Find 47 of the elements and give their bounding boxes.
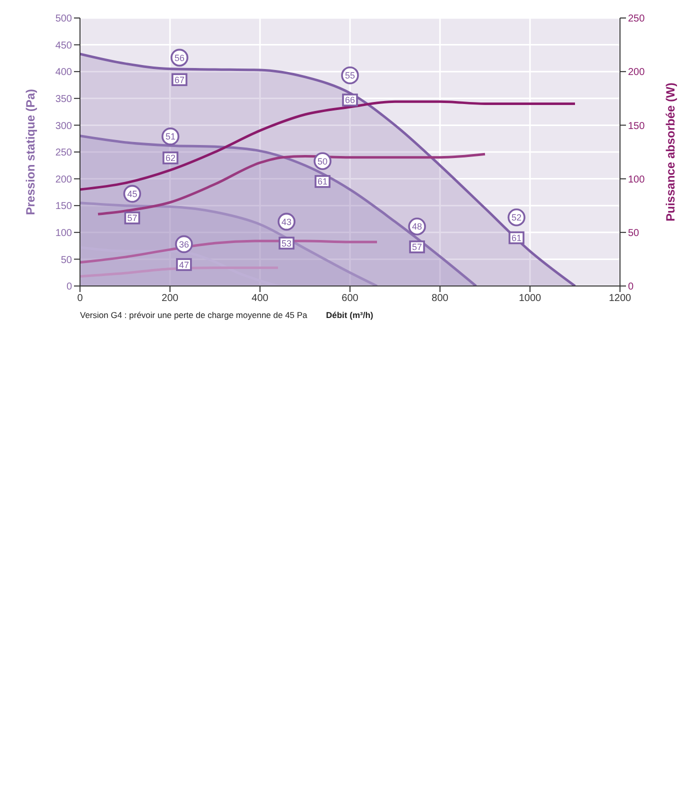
x-tick-label: 1200 (608, 293, 632, 304)
text: Version G4 : prévoir une perte de charge moyenne de 45 Pa (80, 310, 308, 320)
x-tick-label: 1000 (518, 293, 542, 304)
y-tick-label: 300 (55, 120, 72, 132)
annotation: 36 (178, 239, 189, 250)
x-tick-label: 0 (77, 293, 84, 304)
annotation: 47 (178, 260, 189, 270)
annotation: 51 (165, 132, 176, 142)
y-tick-label: 250 (55, 148, 72, 159)
y-axis-title: Pression statique (Pa) (23, 88, 38, 216)
y-tick-label: 450 (55, 40, 72, 52)
y-tick-label: 0 (66, 282, 72, 293)
y-tick-label: 50 (60, 254, 72, 266)
line-series (80, 266, 280, 278)
x-tick-label: 800 (432, 293, 449, 304)
annotation: 57 (412, 242, 422, 252)
y-tick-label: 400 (55, 67, 72, 78)
y2-tick-label: 100 (628, 174, 646, 186)
y-tick-label: 150 (55, 201, 72, 212)
annotation: 52 (511, 212, 522, 223)
y-tick-label: 200 (55, 174, 72, 186)
y-tick-label: 350 (55, 94, 72, 105)
x-tick-label: 200 (162, 293, 179, 304)
annotation: 53 (282, 238, 292, 248)
y2-tick-label: 0 (628, 282, 634, 293)
annotation: 67 (174, 74, 184, 85)
y2-tick-label: 200 (628, 67, 646, 78)
y-tick-label: 500 (55, 14, 72, 25)
x-axis-title: Débit (m³/h) (326, 310, 374, 320)
x-tick-label: 400 (252, 293, 269, 304)
y2-tick-label: 250 (628, 14, 646, 25)
annotation: 48 (412, 222, 422, 232)
annotation: 50 (318, 156, 328, 166)
y2-tick-label: 150 (628, 120, 646, 132)
x-tick-label: 600 (342, 293, 359, 304)
annotation: 56 (174, 52, 184, 63)
annotation: 57 (127, 213, 138, 224)
y2-axis-title: Puissance absorbée (W) (663, 82, 678, 222)
annotation: 66 (344, 95, 356, 106)
annotation: 55 (344, 70, 356, 81)
annotation: 43 (282, 216, 292, 227)
y2-tick-label: 50 (628, 228, 640, 239)
annotation: 61 (318, 176, 328, 187)
annotation: 62 (165, 153, 176, 164)
y-tick-label: 100 (55, 228, 72, 239)
annotation: 61 (511, 232, 522, 243)
annotation: 45 (127, 189, 138, 200)
